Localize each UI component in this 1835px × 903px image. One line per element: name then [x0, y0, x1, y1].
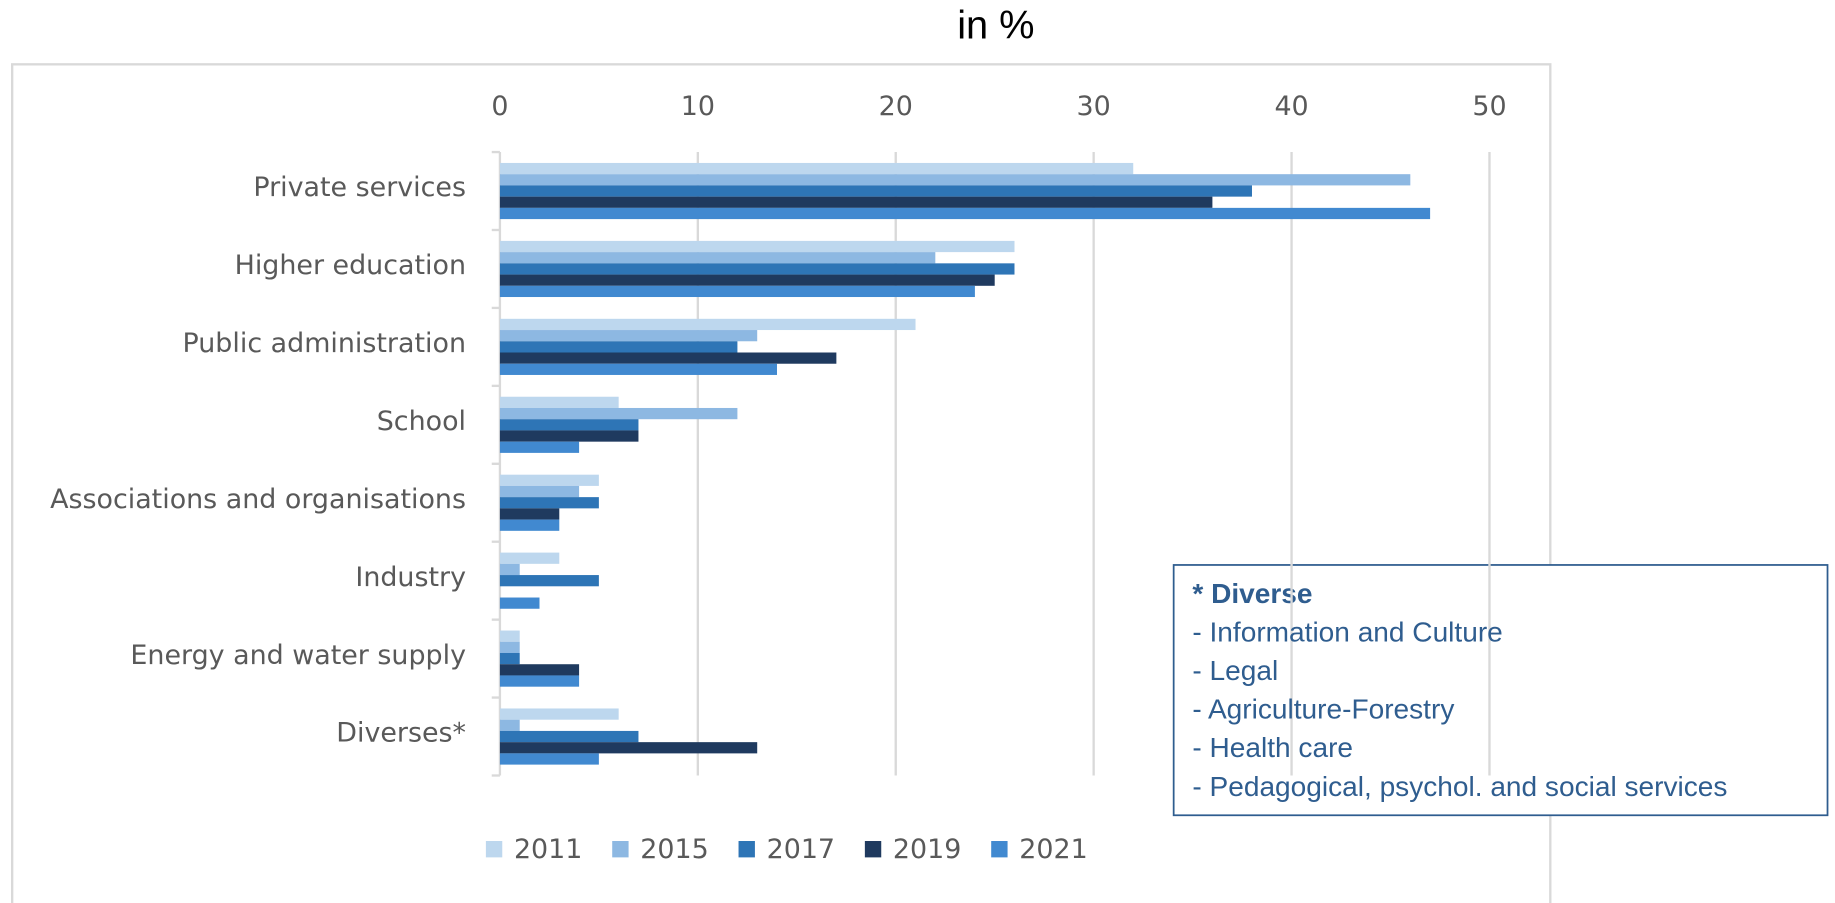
- bar: [499, 652, 520, 665]
- legend-label: 2021: [1019, 834, 1087, 865]
- chart-frame: [10, 63, 1552, 903]
- bar: [499, 675, 580, 687]
- x-tick-label: 30: [1077, 91, 1111, 122]
- bar: [499, 485, 580, 498]
- x-tick-label: 20: [879, 91, 913, 122]
- bar: [499, 742, 758, 754]
- bar: [499, 430, 639, 442]
- legend-swatch: [738, 841, 755, 858]
- y-tick-label: Diverses*: [336, 718, 466, 749]
- bar: [499, 285, 975, 298]
- note-title: * Diverse: [1192, 578, 1312, 609]
- bar: [499, 730, 639, 743]
- y-tick-label: Higher education: [235, 250, 466, 281]
- legend-label: 2015: [640, 834, 708, 865]
- bar: [499, 252, 936, 264]
- legend-label: 2011: [514, 834, 582, 865]
- note-line: - Pedagogical, psychol. and social servi…: [1192, 771, 1727, 802]
- legend-label: 2017: [767, 834, 835, 865]
- bar: [499, 552, 560, 564]
- bar: [499, 263, 1015, 275]
- bar: [499, 630, 520, 642]
- x-tick-label: 10: [681, 91, 715, 122]
- y-tick-label: School: [377, 406, 466, 437]
- bar: [499, 519, 560, 531]
- note-line: - Information and Culture: [1192, 616, 1502, 647]
- bar: [499, 162, 1134, 175]
- bar: [499, 641, 520, 653]
- bar: [499, 753, 599, 765]
- y-tick-label: Public administration: [183, 328, 466, 359]
- note-line: - Agriculture-Forestry: [1192, 694, 1454, 725]
- legend-swatch: [991, 841, 1008, 858]
- bar: [499, 419, 639, 431]
- bar: [499, 441, 580, 453]
- bar: [499, 719, 520, 731]
- bar: [499, 318, 916, 331]
- bar: [499, 664, 580, 676]
- bar: [499, 474, 599, 486]
- bar: [499, 708, 619, 720]
- bar: [499, 174, 1411, 186]
- y-tick-label: Associations and organisations: [50, 484, 466, 515]
- y-tick-label: Private services: [253, 172, 466, 203]
- bar: [499, 407, 738, 420]
- y-tick-label: Industry: [355, 562, 466, 593]
- bar: [499, 274, 995, 286]
- note-box: [1172, 564, 1829, 817]
- bar: [499, 597, 540, 609]
- bar: [499, 363, 777, 375]
- bar: [499, 497, 599, 509]
- bar: [499, 207, 1431, 220]
- note-line: - Health care: [1192, 732, 1353, 763]
- bar: [499, 240, 1015, 253]
- note-line: - Legal: [1192, 655, 1278, 686]
- chart-title: in %: [957, 4, 1034, 48]
- x-tick-label: 0: [491, 91, 508, 122]
- bar: [499, 575, 599, 587]
- bar: [499, 341, 738, 353]
- bar: [499, 196, 1213, 208]
- bar: [499, 330, 758, 342]
- legend-swatch: [612, 841, 629, 858]
- x-tick-label: 50: [1472, 91, 1506, 122]
- x-tick-label: 40: [1274, 91, 1308, 122]
- y-tick-label: Energy and water supply: [130, 640, 466, 671]
- legend-label: 2019: [893, 834, 961, 865]
- bar: [499, 352, 837, 364]
- bar: [499, 563, 520, 576]
- legend-swatch: [864, 841, 882, 858]
- legend-swatch: [485, 841, 503, 858]
- bar: [499, 508, 560, 520]
- bar: [499, 185, 1252, 197]
- bar: [499, 396, 619, 408]
